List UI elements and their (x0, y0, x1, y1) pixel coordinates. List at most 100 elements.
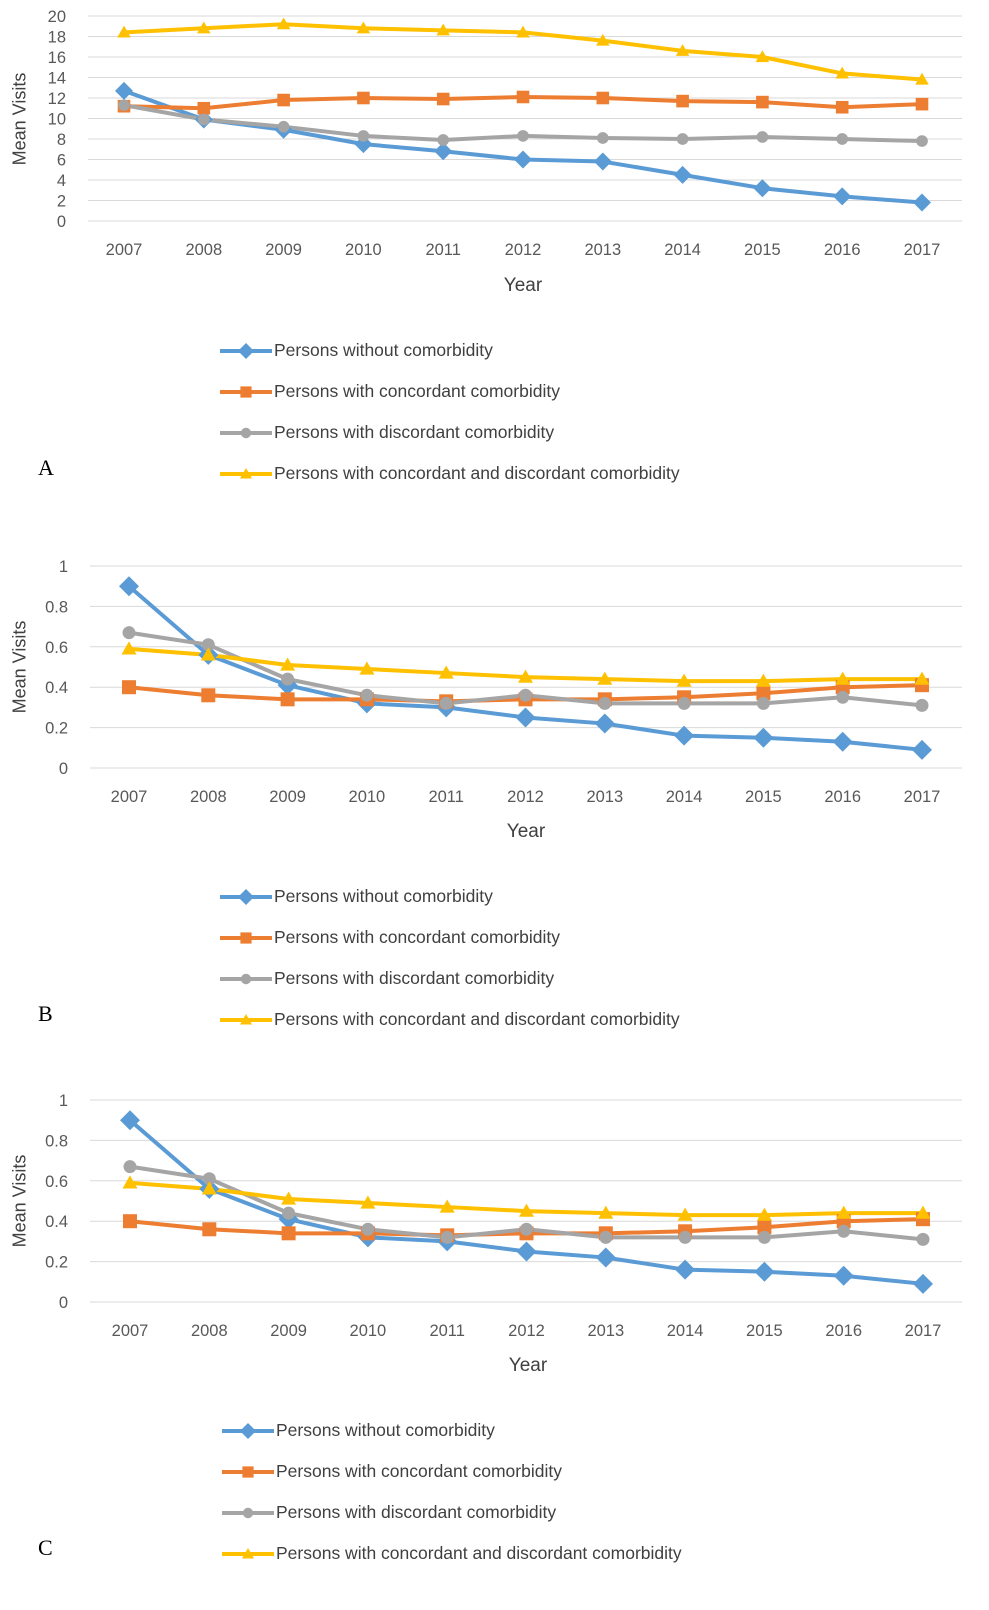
data-point-without-comorbidity (753, 179, 772, 198)
data-point-without-comorbidity (833, 187, 852, 206)
x-tick-label: 2009 (269, 788, 306, 806)
x-tick-label: 2011 (428, 788, 463, 806)
data-point-concordant-and-discordant (755, 673, 771, 687)
data-point-concordant-and-discordant (438, 665, 454, 679)
x-tick-label: 2010 (349, 788, 386, 806)
data-point-without-comorbidity (115, 81, 133, 100)
chart-plot-area: 0 0.2 0.4 0.6 0.8 1 2007 2008 2009 2010 2011 2012 20… (45, 558, 962, 806)
y-tick-label: 0 (59, 760, 68, 778)
x-tick-label: 2015 (745, 788, 782, 806)
data-point-concordant (277, 93, 290, 107)
y-tick-label: 0.2 (45, 720, 68, 738)
data-point-concordant-and-discordant (915, 72, 929, 85)
data-point-without-comorbidity (912, 739, 932, 760)
panel-label: C (38, 1535, 53, 1560)
data-point-discordant (677, 696, 691, 710)
data-point-discordant (281, 672, 295, 686)
data-point-discordant (756, 131, 769, 143)
data-point-concordant-and-discordant (200, 647, 216, 661)
x-tick-label: 2014 (667, 1322, 704, 1340)
y-axis-label: Mean Visits (9, 1154, 30, 1248)
data-point-discordant (122, 626, 136, 640)
legend-swatch-without-comorbidity (220, 889, 272, 905)
y-tick-label: 18 (48, 29, 66, 47)
y-tick-label: 0 (57, 213, 66, 231)
legend-marker (238, 889, 254, 905)
data-point-discordant (437, 134, 450, 146)
legend-marker (240, 973, 252, 985)
y-tick-label: 0.6 (45, 1173, 68, 1191)
chart-panel-b: 0 0.2 0.4 0.6 0.8 1 2007 2008 2009 2010 2011 2012 20… (0, 546, 989, 1046)
y-tick-label: 0.8 (45, 1132, 68, 1150)
data-point-without-comorbidity (434, 142, 453, 161)
y-tick-label: 16 (48, 49, 66, 67)
panel-label: B (38, 1001, 53, 1026)
data-point-without-comorbidity (913, 1273, 933, 1294)
y-tick-label: 10 (48, 111, 66, 129)
data-point-discordant (836, 133, 849, 145)
legend-marker (242, 1466, 254, 1478)
data-point-discordant (360, 688, 374, 702)
y-tick-label: 8 (57, 131, 66, 149)
legend-label: Persons with concordant and discordant c… (274, 1009, 680, 1029)
legend-marker (242, 1548, 254, 1559)
x-tick-label: 2008 (191, 1322, 228, 1340)
legend-marker (240, 386, 252, 398)
data-point-concordant (357, 91, 370, 105)
legend-label: Persons with discordant comorbidity (276, 1502, 557, 1522)
data-point-without-comorbidity (673, 165, 692, 184)
data-point-concordant-and-discordant (276, 17, 291, 30)
data-point-concordant-and-discordant (436, 23, 450, 36)
y-tick-label: 12 (48, 90, 66, 108)
legend-marker (242, 1507, 254, 1519)
legend-swatch-concordant-and-discordant (220, 468, 272, 479)
x-tick-label: 2016 (824, 788, 861, 806)
legend-marker (240, 1423, 256, 1439)
data-point-concordant (280, 692, 295, 707)
data-point-discordant (520, 1222, 533, 1236)
x-tick-label: 2016 (825, 1322, 862, 1340)
data-point-concordant-and-discordant (677, 1207, 693, 1221)
y-axis-label: Mean Visits (9, 620, 30, 714)
legend-swatch-discordant (220, 973, 272, 985)
chart-plot-area: 0 2 4 6 8 10 12 14 16 18 20 2007 2008 2009 2010 2011 201… (48, 8, 962, 259)
data-point-concordant (756, 95, 769, 109)
legend-label: Persons with concordant comorbidity (274, 381, 560, 401)
legend-swatch-concordant (222, 1466, 274, 1478)
data-point-discordant (118, 99, 130, 112)
x-axis-label: Year (506, 821, 546, 842)
x-tick-label: 2011 (429, 1322, 464, 1340)
x-tick-label: 2010 (345, 241, 382, 259)
y-tick-label: 0.2 (45, 1254, 68, 1272)
x-tick-label: 2007 (111, 788, 148, 806)
y-axis-label-wrap: Mean Visits (6, 1100, 34, 1302)
data-point-without-comorbidity (515, 707, 536, 728)
legend-marker (240, 468, 252, 479)
data-point-concordant (516, 90, 530, 104)
data-point-without-comorbidity (119, 576, 139, 597)
y-axis-label: Mean Visits (9, 72, 30, 166)
legend-label: Persons with discordant comorbidity (274, 422, 555, 442)
x-tick-label: 2014 (664, 241, 701, 259)
data-point-concordant-and-discordant (914, 671, 930, 685)
x-tick-label: 2012 (508, 1322, 545, 1340)
data-point-concordant (197, 101, 211, 115)
chart-panel-a: 0 2 4 6 8 10 12 14 16 18 20 2007 2008 2009 2010 2011 201… (0, 0, 989, 500)
x-tick-label: 2011 (425, 241, 460, 259)
data-point-concordant (676, 94, 689, 108)
data-point-concordant-and-discordant (835, 66, 849, 79)
x-tick-label: 2008 (185, 241, 222, 259)
data-point-concordant-and-discordant (439, 1199, 455, 1213)
x-tick-label: 2009 (265, 241, 302, 259)
data-point-without-comorbidity (675, 1259, 696, 1280)
data-point-concordant-and-discordant (121, 641, 137, 655)
data-point-concordant (757, 1220, 772, 1235)
panel-label: A (38, 455, 54, 480)
legend-swatch-concordant-and-discordant (220, 1014, 272, 1025)
data-point-concordant-and-discordant (356, 21, 371, 34)
x-tick-label: 2008 (190, 788, 227, 806)
data-point-discordant (357, 130, 370, 142)
data-point-without-comorbidity (594, 713, 615, 734)
data-point-concordant (835, 100, 849, 114)
y-tick-label: 0.8 (45, 598, 68, 616)
